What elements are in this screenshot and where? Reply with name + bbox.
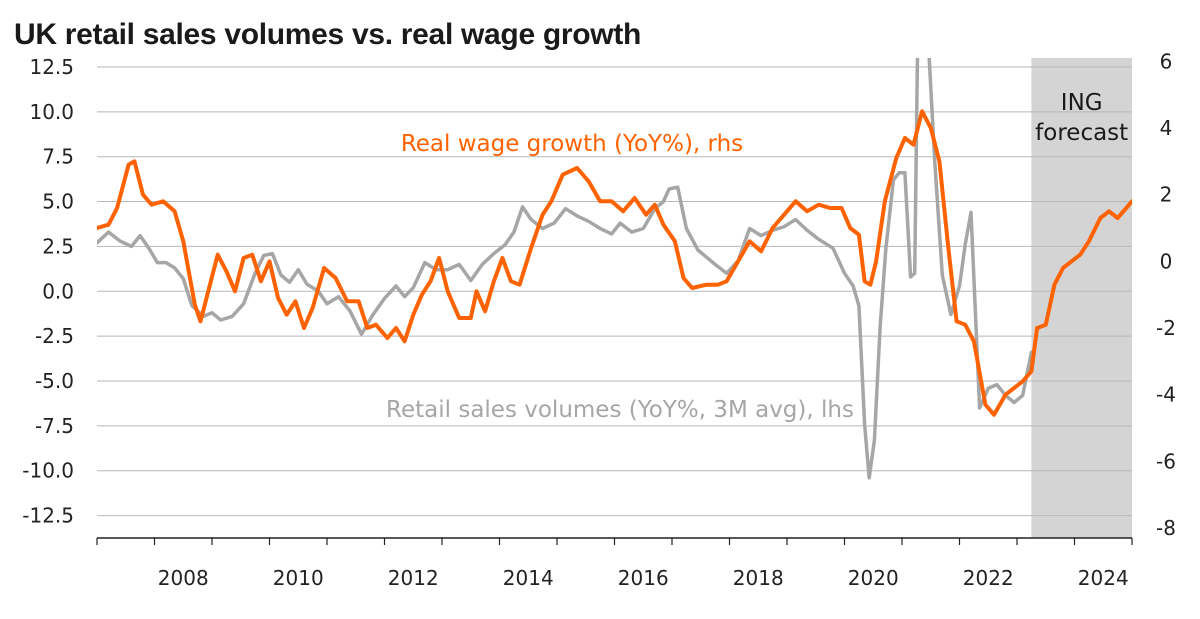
x-tick-label: 2018 [733, 566, 784, 590]
left-tick-label: 0.0 [42, 279, 74, 303]
x-tick-label: 2010 [273, 566, 324, 590]
retail-sales-series-label: Retail sales volumes (YoY%, 3M avg), lhs [386, 397, 854, 423]
x-tick-label: 2014 [503, 566, 554, 590]
retail-sales-volumes-line [97, 58, 1034, 480]
right-tick-label: 4 [1160, 116, 1173, 140]
right-tick-label: 0 [1160, 249, 1173, 273]
forecast-region [1031, 58, 1132, 538]
real-wage-series-label: Real wage growth (YoY%), rhs [401, 131, 743, 157]
x-tick-label: 2022 [963, 566, 1014, 590]
left-tick-label: 2.5 [42, 234, 74, 258]
right-tick-label: 2 [1160, 183, 1173, 207]
x-tick-label: 2008 [158, 566, 209, 590]
left-tick-label: 7.5 [42, 145, 74, 169]
right-tick-label: -2 [1156, 316, 1176, 340]
right-tick-label: -8 [1156, 516, 1176, 540]
left-tick-label: -7.5 [35, 414, 74, 438]
left-tick-label: -12.5 [22, 504, 74, 528]
x-tick-label: 2016 [618, 566, 669, 590]
right-tick-label: 6 [1160, 49, 1173, 73]
right-tick-label: -4 [1156, 383, 1176, 407]
left-tick-label: 12.5 [29, 55, 74, 79]
x-tick-label: 2020 [848, 566, 899, 590]
forecast-label: forecast [1035, 120, 1128, 146]
x-tick-label: 2024 [1078, 566, 1129, 590]
left-tick-label: -10.0 [22, 459, 74, 483]
left-tick-label: -5.0 [35, 369, 74, 393]
real-wage-growth-line [97, 109, 1132, 417]
right-tick-label: -6 [1156, 449, 1176, 473]
left-tick-label: -2.5 [35, 324, 74, 348]
forecast-label: ING [1061, 90, 1103, 116]
left-tick-label: 10.0 [29, 100, 74, 124]
left-tick-label: 5.0 [42, 190, 74, 214]
chart-title: UK retail sales volumes vs. real wage gr… [14, 18, 642, 51]
x-tick-label: 2012 [388, 566, 439, 590]
